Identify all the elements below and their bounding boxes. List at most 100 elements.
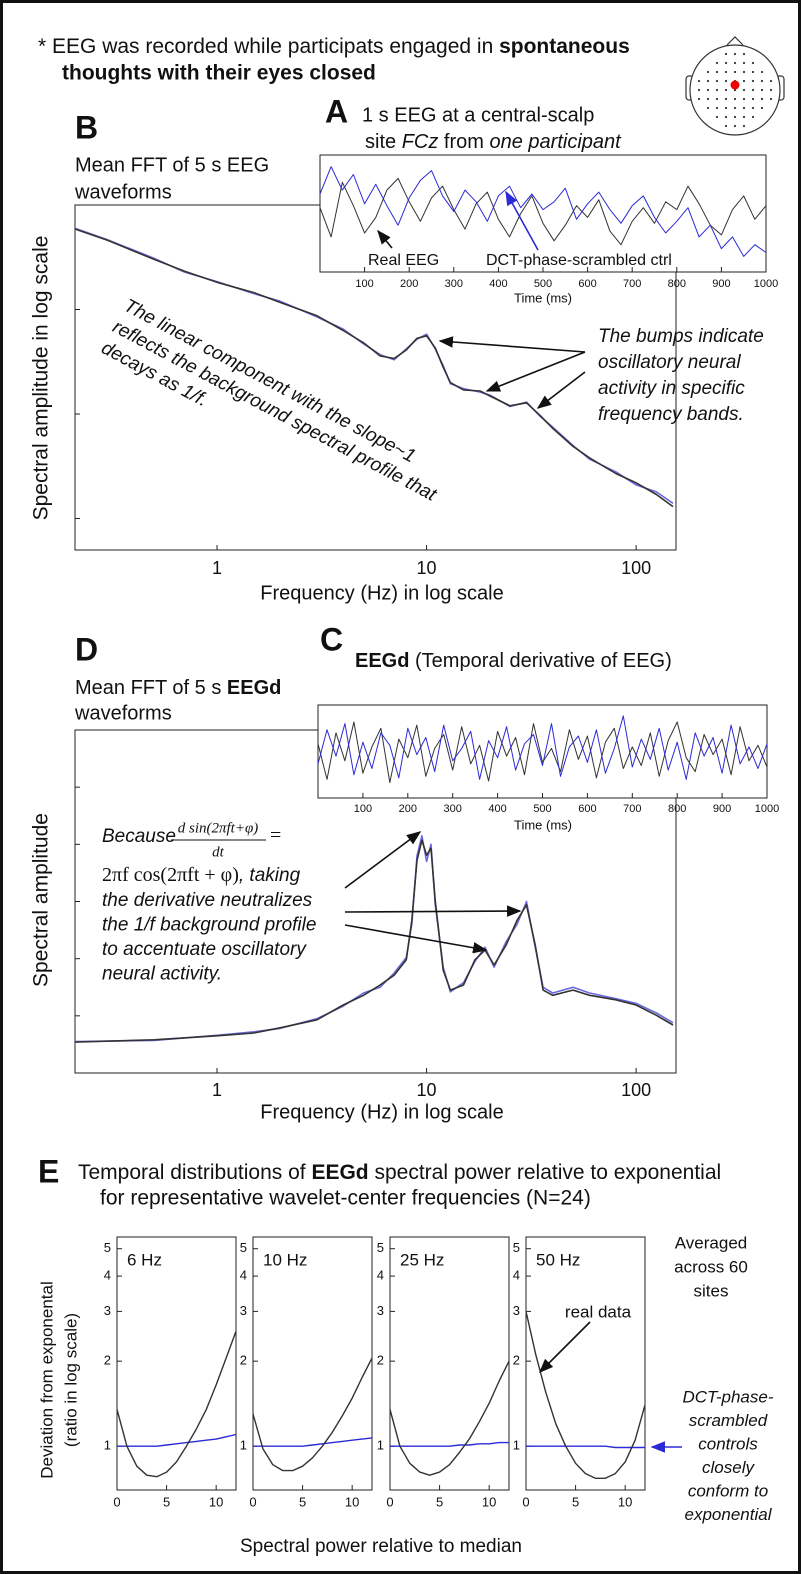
electrode — [715, 106, 719, 110]
text-part: site — [365, 131, 402, 153]
chart-title: waveforms — [74, 181, 172, 203]
annotation: 2πf cos(2πft + φ), taking — [102, 864, 301, 886]
y-axis-label: (ratio in log scale) — [61, 1313, 80, 1447]
arrow — [485, 351, 586, 392]
electrode — [706, 106, 710, 110]
y-tick-label: 4 — [513, 1268, 520, 1283]
y-tick-label: 1 — [377, 1438, 384, 1453]
electrode — [715, 88, 719, 92]
note: * EEG was recorded while participats eng… — [38, 35, 630, 58]
x-tick-label: 600 — [578, 278, 596, 290]
chart-title: 1 s EEG at a central-scalp — [362, 104, 594, 126]
y-tick-label: 2 — [240, 1353, 247, 1368]
electrode — [715, 61, 719, 65]
electrode — [724, 61, 728, 65]
arrow — [344, 831, 422, 889]
x-tick-label: 1000 — [755, 803, 779, 815]
x-tick-label: 100 — [355, 278, 373, 290]
plot-frame — [116, 1236, 237, 1491]
annotation: DCT-phase- — [682, 1387, 773, 1406]
panel-letter: E — [38, 1153, 59, 1189]
electrode — [733, 70, 737, 74]
annotation: closely — [702, 1458, 755, 1477]
electrode — [742, 70, 746, 74]
electrode — [724, 124, 728, 128]
electrode — [733, 61, 737, 65]
annotation: the 1/f background profile — [102, 915, 316, 936]
x-tick-label: 5 — [436, 1494, 443, 1509]
electrode — [715, 115, 719, 119]
text-part: (Temporal derivative of EEG) — [409, 650, 671, 672]
x-tick-label: 10 — [345, 1494, 359, 1509]
series-line — [525, 1311, 646, 1480]
annotation-math: dt — [212, 844, 225, 860]
electrode — [769, 97, 773, 101]
annotation: exponential — [685, 1505, 773, 1524]
x-tick-label: 10 — [209, 1494, 223, 1509]
y-tick-label: 1 — [513, 1438, 520, 1453]
panel-letter: B — [75, 109, 98, 145]
electrode — [742, 106, 746, 110]
note: sites — [694, 1281, 729, 1300]
x-tick-label: 800 — [668, 278, 686, 290]
text-part: from — [438, 131, 489, 153]
panel-letter: C — [320, 621, 343, 657]
electrode — [760, 79, 764, 83]
panel-title: 6 Hz — [127, 1250, 162, 1269]
text-part: EEGd — [227, 677, 281, 699]
arrow — [344, 924, 488, 954]
plot-frame — [525, 1236, 646, 1491]
x-tick-label: 100 — [354, 803, 372, 815]
y-tick-label: 5 — [104, 1240, 111, 1255]
y-tick-label: 1 — [104, 1438, 111, 1453]
arrow — [438, 336, 586, 353]
annotation: activity in specific — [598, 378, 745, 399]
plot-frame — [252, 1236, 373, 1491]
y-tick-label: 3 — [240, 1303, 247, 1318]
series-line — [74, 228, 674, 508]
series-line — [317, 721, 768, 783]
electrode — [742, 79, 746, 83]
electrode — [724, 88, 728, 92]
electrode — [733, 115, 737, 119]
electrode — [742, 52, 746, 56]
plot-frame — [317, 704, 768, 799]
annotation: neural activity. — [102, 964, 222, 985]
x-tick-label: 900 — [712, 278, 730, 290]
annotation: conform to — [688, 1481, 768, 1500]
electrode — [769, 88, 773, 92]
x-tick-label: 300 — [444, 803, 462, 815]
text-part: , taking — [239, 865, 301, 886]
note: Averaged — [675, 1233, 747, 1252]
electrode — [706, 97, 710, 101]
x-tick-label: 200 — [400, 278, 418, 290]
annotation: the derivative neutralizes — [102, 890, 313, 911]
series-line — [389, 1360, 510, 1476]
electrode — [706, 79, 710, 83]
x-tick-label: 10 — [482, 1494, 496, 1509]
x-tick-label: 1 — [212, 558, 222, 578]
electrode — [724, 115, 728, 119]
electrode — [751, 61, 755, 65]
x-tick-label: 0 — [249, 1494, 256, 1509]
annotation: Because — [102, 826, 176, 847]
x-tick-label: 10 — [417, 1080, 437, 1100]
panel-title: 10 Hz — [263, 1250, 307, 1269]
electrode — [751, 70, 755, 74]
annotation: to accentuate oscillatory — [102, 939, 307, 960]
annotation: scrambled — [689, 1411, 768, 1430]
x-tick-label: 400 — [489, 278, 507, 290]
x-tick-label: 5 — [163, 1494, 170, 1509]
electrode — [760, 97, 764, 101]
text-part: Temporal distributions of — [78, 1161, 311, 1184]
y-tick-label: 5 — [240, 1240, 247, 1255]
x-tick-label: 700 — [623, 803, 641, 815]
annotation-math: d sin(2πft+φ) — [178, 820, 259, 836]
y-axis-label: Deviation from exponental — [37, 1281, 56, 1479]
x-tick-label: 5 — [572, 1494, 579, 1509]
series-line — [317, 715, 768, 780]
y-tick-label: 2 — [104, 1353, 111, 1368]
x-tick-label: 5 — [299, 1494, 306, 1509]
electrode — [724, 97, 728, 101]
